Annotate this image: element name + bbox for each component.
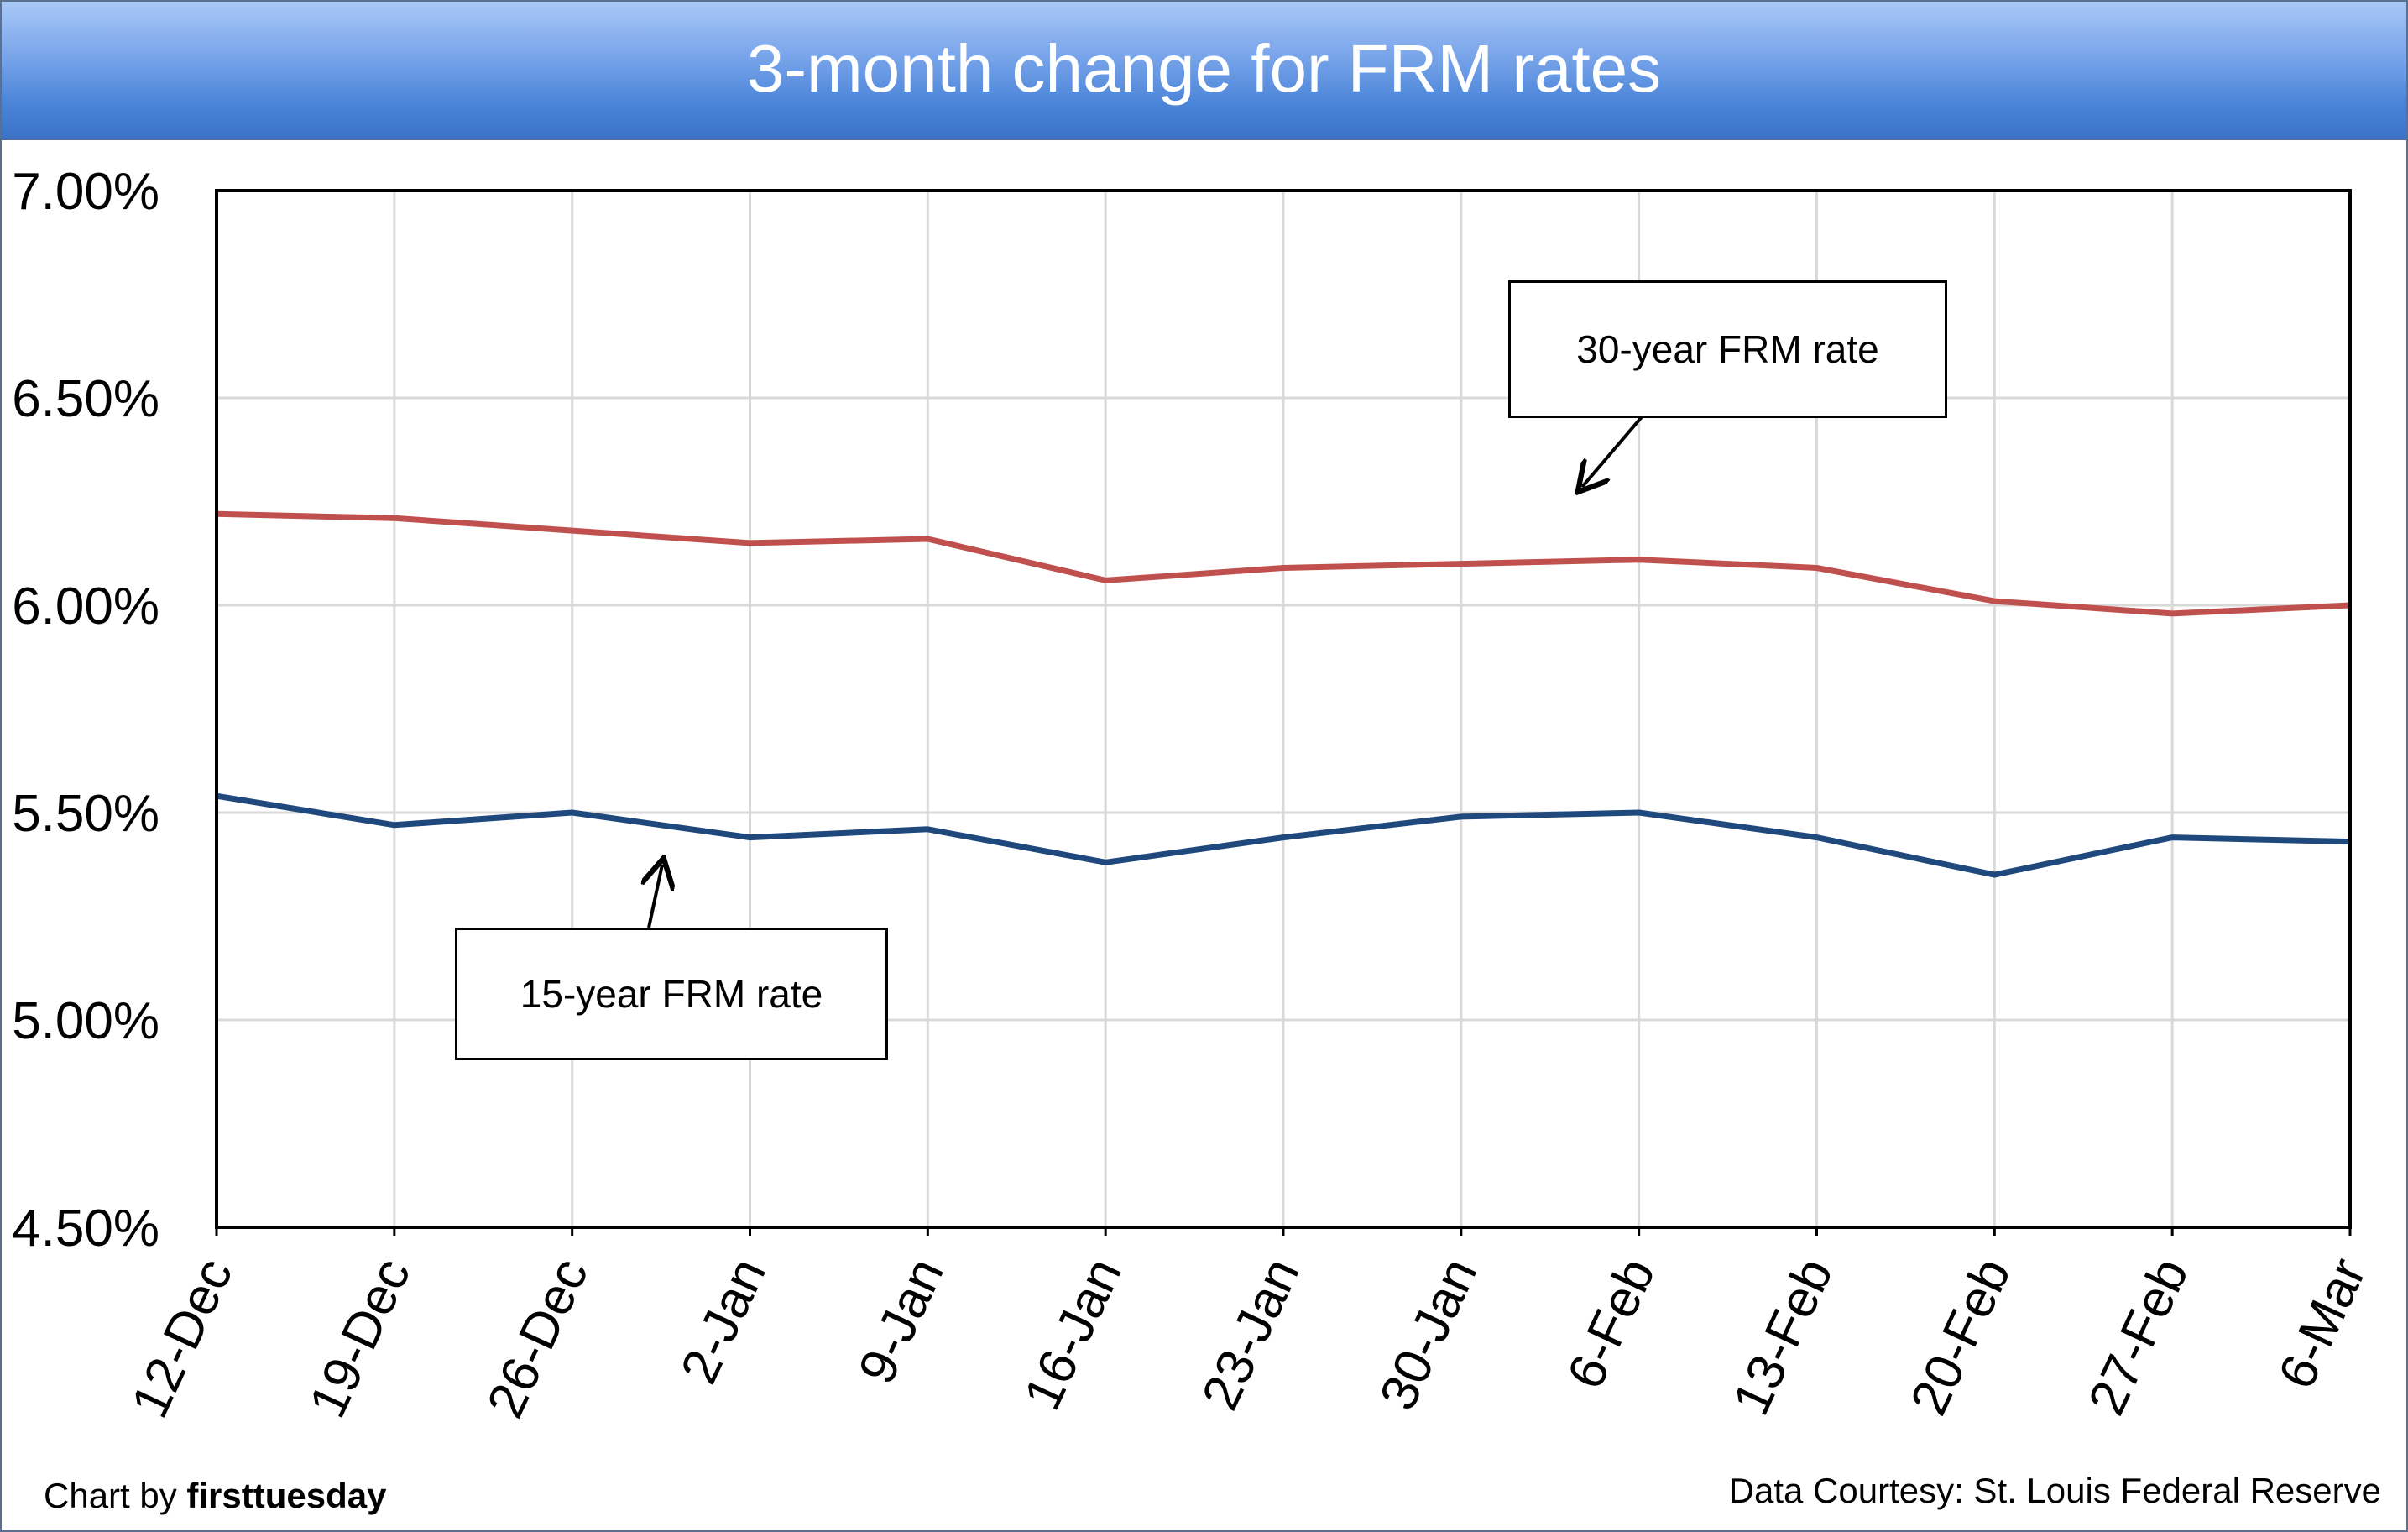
point-15yr bbox=[570, 811, 574, 814]
point-15yr bbox=[748, 835, 752, 839]
y-tick-label: 6.50% bbox=[12, 370, 159, 428]
y-tick-label: 7.00% bbox=[12, 163, 159, 221]
point-15yr bbox=[2170, 835, 2175, 839]
chart-title: 3-month change for FRM rates bbox=[746, 31, 1662, 106]
y-tick-labels: 4.50% 5.00% 5.50% 6.00% 6.50% 7.00% bbox=[12, 163, 159, 1257]
callout-15yr: 15-year FRM rate bbox=[455, 928, 888, 1060]
chart-credit: Chart by firsttuesday bbox=[44, 1476, 386, 1516]
x-tick-label: 9-Jan bbox=[848, 1250, 955, 1393]
callout-30yr-label: 30-year FRM rate bbox=[1576, 327, 1879, 371]
point-15yr bbox=[926, 827, 930, 831]
point-30yr bbox=[1815, 566, 1819, 570]
axes bbox=[215, 189, 2352, 1236]
arrow-30yr-icon bbox=[1582, 411, 1647, 487]
x-tick-label: 16-Jan bbox=[1013, 1250, 1133, 1419]
x-tick-label: 6-Mar bbox=[2268, 1250, 2378, 1398]
point-30yr bbox=[1459, 562, 1463, 566]
x-tick-label: 23-Jan bbox=[1191, 1250, 1311, 1419]
y-tick-label: 4.50% bbox=[12, 1200, 159, 1257]
plot-area-border bbox=[215, 189, 2352, 1229]
y-tick-label: 5.50% bbox=[12, 785, 159, 843]
point-30yr bbox=[570, 529, 574, 533]
x-tick-label: 20-Feb bbox=[1899, 1250, 2022, 1424]
point-30yr bbox=[1637, 557, 1641, 562]
y-tick-label: 5.00% bbox=[12, 992, 159, 1050]
data-source: Data Courtesy: St. Louis Federal Reserve bbox=[1728, 1471, 2381, 1510]
point-15yr bbox=[1459, 814, 1463, 818]
point-15yr bbox=[392, 823, 396, 827]
credit-prefix: Chart by bbox=[44, 1476, 187, 1515]
point-30yr bbox=[392, 516, 396, 520]
y-tick-label: 6.00% bbox=[12, 578, 159, 635]
x-tick-label: 19-Dec bbox=[299, 1250, 422, 1426]
point-15yr bbox=[1104, 860, 1108, 865]
series-lines bbox=[215, 510, 2352, 878]
point-30yr bbox=[1993, 599, 1997, 604]
point-30yr bbox=[2170, 611, 2175, 615]
point-30yr bbox=[926, 536, 930, 541]
x-tick-label: 26-Dec bbox=[476, 1250, 599, 1426]
x-tick-label: 13-Feb bbox=[1722, 1250, 1845, 1424]
point-30yr bbox=[1104, 578, 1108, 583]
gridlines bbox=[217, 189, 2350, 1227]
point-15yr bbox=[1815, 835, 1819, 839]
callout-arrows bbox=[649, 411, 1647, 928]
x-tick-label: 2-Jan bbox=[670, 1250, 777, 1393]
point-15yr bbox=[1637, 811, 1641, 814]
point-15yr bbox=[1993, 873, 1997, 877]
x-tick-label: 27-Feb bbox=[2077, 1250, 2200, 1424]
callout-15yr-label: 15-year FRM rate bbox=[520, 972, 823, 1016]
point-30yr bbox=[748, 541, 752, 545]
x-tick-label: 6-Feb bbox=[1556, 1250, 1666, 1398]
x-tick-label: 30-Jan bbox=[1369, 1250, 1489, 1419]
x-tick-label: 12-Dec bbox=[121, 1250, 244, 1426]
x-tick-labels: 12-Dec 19-Dec 26-Dec 2-Jan 9-Jan 16-Jan 23-Jan… bbox=[121, 1250, 2378, 1426]
callout-30yr: 30-year FRM rate bbox=[1508, 280, 1947, 418]
point-15yr bbox=[1282, 835, 1285, 839]
arrow-15yr-icon bbox=[649, 865, 662, 928]
credit-brand: firsttuesday bbox=[186, 1476, 387, 1515]
title-bar: 3-month change for FRM rates bbox=[2, 2, 2406, 140]
point-30yr bbox=[1282, 566, 1285, 570]
